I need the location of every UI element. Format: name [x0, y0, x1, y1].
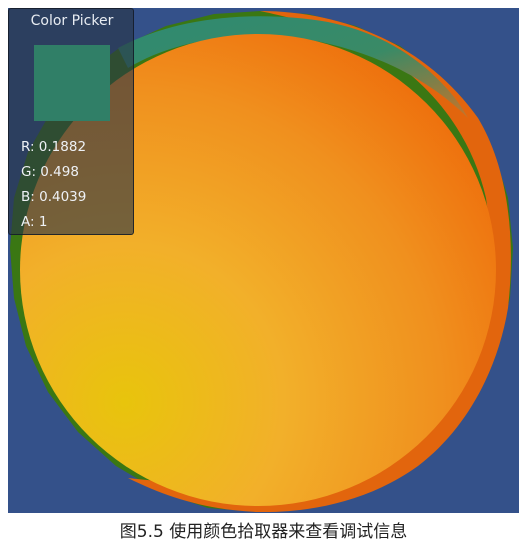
color-picker-panel[interactable]: Color Picker R: 0.1882 G: 0.498 B: 0.403…: [8, 8, 134, 235]
alpha-channel-value: A: 1: [21, 214, 48, 230]
sphere-teal-band: [118, 16, 468, 118]
scene-canvas: [10, 11, 513, 513]
blue-channel-value: B: 0.4039: [21, 189, 87, 205]
color-swatch: [34, 45, 110, 121]
red-channel-value: R: 0.1882: [21, 139, 87, 155]
color-picker-title: Color Picker: [30, 13, 114, 29]
game-viewport[interactable]: Color Picker R: 0.1882 G: 0.498 B: 0.403…: [8, 8, 519, 513]
figure-caption: 图5.5 使用颜色拾取器来查看调试信息: [119, 522, 408, 542]
green-channel-value: G: 0.498: [21, 164, 79, 180]
sphere-core: [20, 34, 496, 506]
